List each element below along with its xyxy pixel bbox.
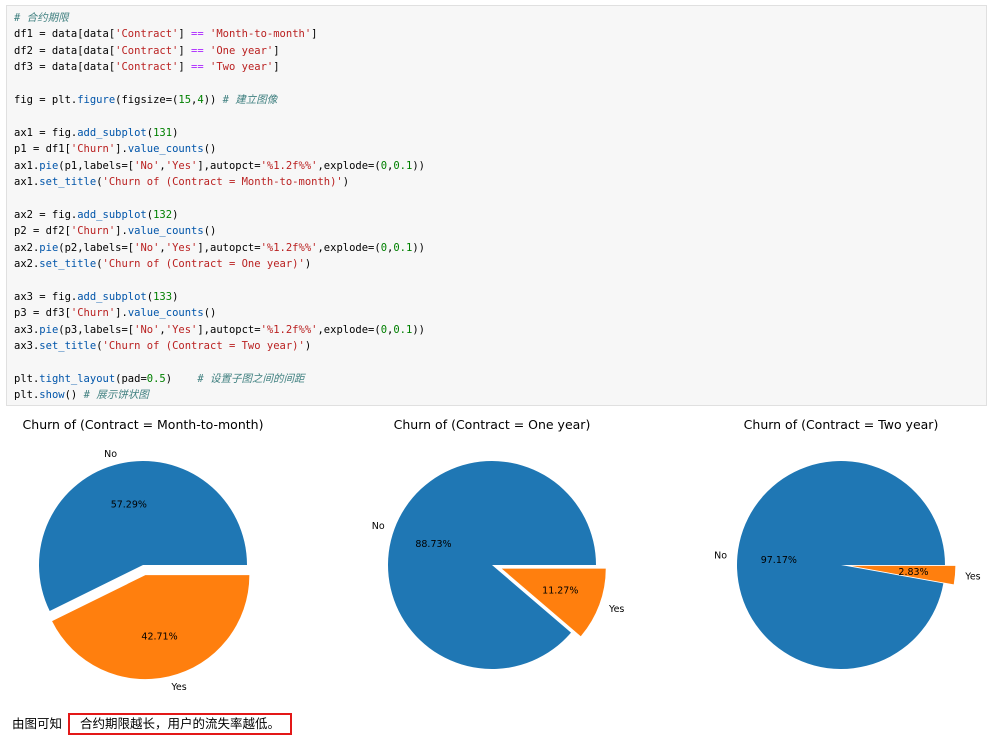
pie-title: Churn of (Contract = Two year) <box>744 417 939 432</box>
pie-label-yes: Yes <box>170 682 186 693</box>
pie-percent-yes: 2.83% <box>898 567 928 578</box>
pie-slice-no <box>737 460 945 669</box>
pie-percent-no: 97.17% <box>761 555 797 566</box>
pie-percent-no: 88.73% <box>415 539 451 550</box>
pie-label-no: No <box>104 449 117 460</box>
pie-charts-figure: Churn of (Contract = Month-to-month) 57.2… <box>23 417 981 693</box>
code-editor[interactable]: # 合约期限 df1 = data[data['Contract'] == 'M… <box>14 12 425 402</box>
code-cell[interactable]: # 合约期限 df1 = data[data['Contract'] == 'M… <box>6 5 987 406</box>
pie-label-yes: Yes <box>608 604 624 615</box>
pie-percent-yes: 42.71% <box>141 631 177 642</box>
pie-chart-3: Churn of (Contract = Two year) 97.17% No 2.… <box>714 417 981 669</box>
pie-slice-yes <box>501 568 606 637</box>
conclusion-text: 由图可知 合约期限越长，用户的流失率越低。 <box>12 713 293 735</box>
pie-chart-1: Churn of (Contract = Month-to-month) 57.2… <box>23 417 264 693</box>
pie-title: Churn of (Contract = Month-to-month) <box>23 417 264 432</box>
pie-slice-yes <box>851 565 956 585</box>
pie-slice-no <box>388 460 596 669</box>
pie-chart-2: Churn of (Contract = One year) 88.73% No 11… <box>372 417 624 669</box>
pie-slice-no <box>38 460 247 611</box>
pie-percent-no: 57.29% <box>111 500 147 511</box>
pie-label-no: No <box>372 521 385 532</box>
pie-label-no: No <box>714 550 727 561</box>
pie-percent-yes: 11.27% <box>542 586 578 597</box>
conclusion-highlight: 合约期限越长，用户的流失率越低。 <box>68 713 293 735</box>
conclusion-prefix: 由图可知 <box>12 716 63 731</box>
pie-slice-yes <box>52 575 250 680</box>
pie-label-yes: Yes <box>964 572 980 583</box>
pie-title: Churn of (Contract = One year) <box>394 417 591 432</box>
